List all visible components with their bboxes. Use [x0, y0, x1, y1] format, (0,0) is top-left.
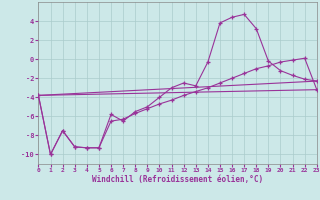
X-axis label: Windchill (Refroidissement éolien,°C): Windchill (Refroidissement éolien,°C)	[92, 175, 263, 184]
